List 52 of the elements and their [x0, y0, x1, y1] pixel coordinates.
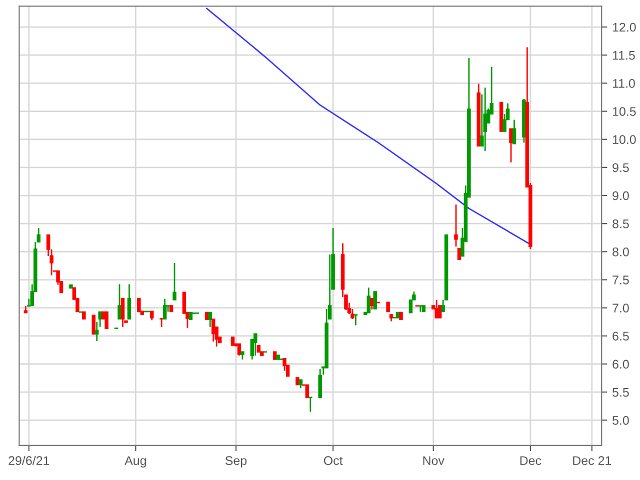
candlestick — [434, 299, 438, 319]
candlestick — [127, 284, 132, 320]
candlestick — [305, 384, 310, 398]
y-tick-label: 8.5 — [612, 219, 629, 228]
x-tick-label: 29/6/21 — [8, 456, 50, 466]
candlestick — [457, 248, 462, 260]
candlestick — [254, 332, 258, 356]
y-tick-label: 6.5 — [612, 332, 629, 341]
candlestick — [386, 302, 390, 312]
x-tick-label: Dec 21 — [573, 456, 612, 466]
candlestick — [328, 254, 332, 320]
candlestick — [237, 343, 242, 356]
y-tick-label: 5.5 — [612, 388, 629, 397]
candlestick — [120, 298, 125, 328]
candlestick — [137, 298, 141, 312]
y-tick-label: 11.0 — [612, 78, 635, 88]
candlestick — [509, 128, 513, 164]
candlestick — [454, 204, 458, 248]
candlestick — [92, 314, 96, 335]
line-series — [206, 8, 532, 246]
candlestick — [94, 321, 99, 342]
y-tick-label: 9.0 — [612, 191, 629, 200]
candlestick — [318, 368, 322, 398]
y-tick-label: 7.0 — [612, 304, 629, 312]
candlestick — [366, 286, 371, 314]
candlestick — [162, 298, 167, 320]
candlestick — [160, 318, 164, 328]
candlestick — [354, 314, 358, 326]
y-tick-label: 5.0 — [612, 416, 629, 425]
x-tick-label: Sep — [225, 456, 247, 468]
candlestick — [118, 284, 122, 320]
y-tick-label: 8.0 — [612, 247, 629, 256]
y-tick-label: 9.5 — [612, 163, 629, 172]
candlestick — [308, 396, 312, 412]
candlestick — [373, 291, 377, 310]
y-tick-label: 11.5 — [612, 51, 635, 60]
candlestick — [512, 118, 516, 145]
y-tick-label: 10.0 — [612, 135, 636, 144]
candlestick — [483, 86, 487, 152]
candlestick — [208, 312, 212, 328]
y-tick-label: 10.5 — [612, 107, 636, 116]
y-tick-label: 12.0 — [612, 22, 636, 32]
y-tick-label: 7.5 — [612, 276, 629, 284]
x-tick-label: Aug — [124, 456, 146, 468]
candlestick — [104, 311, 108, 330]
candlestick — [98, 311, 102, 328]
candlestick — [418, 304, 422, 312]
x-tick-label: Oct — [324, 456, 343, 466]
candlestick — [172, 262, 176, 301]
x-tick-label: Dec — [520, 456, 542, 466]
y-tick-label: 6.0 — [612, 360, 629, 369]
x-tick-label: Nov — [423, 456, 444, 466]
